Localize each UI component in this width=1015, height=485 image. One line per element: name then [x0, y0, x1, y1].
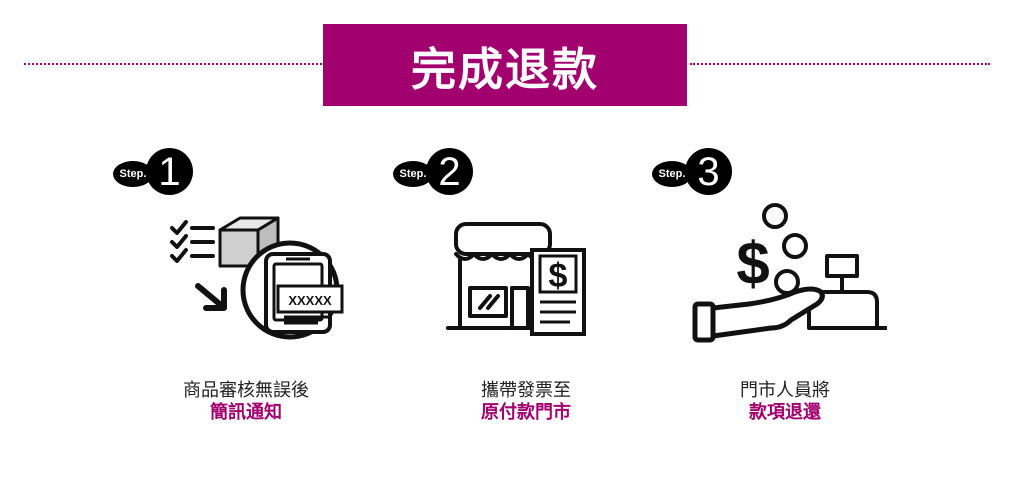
checklist-box-phone-icon: XXXXX	[170, 216, 344, 340]
dollar-sign-text: $	[549, 257, 568, 295]
step-description: 商品審核無誤後	[183, 380, 309, 401]
page-title: 完成退款	[410, 42, 599, 96]
step-description: 門市人員將	[740, 380, 830, 401]
step-2: Step. 2 $ 攜帶發票至	[393, 148, 626, 448]
step-caption: 攜帶發票至 原付款門市	[426, 380, 626, 424]
step-badge: Step. 1	[113, 148, 266, 208]
dollar-sign-text: $	[736, 230, 769, 297]
step-number: 2	[426, 148, 473, 195]
store-invoice-icon: $	[446, 222, 586, 336]
step-description: 攜帶發票至	[481, 380, 571, 401]
step-badge: Step. 3	[652, 148, 805, 208]
step-highlight: 原付款門市	[481, 402, 571, 423]
step-highlight: 簡訊通知	[210, 402, 282, 423]
hand-money-register-icon: $	[692, 203, 887, 343]
step-number: 3	[685, 148, 732, 195]
step-number: 1	[146, 148, 193, 195]
dotted-divider-right	[690, 63, 990, 65]
step-caption: 門市人員將 款項退還	[685, 380, 885, 424]
title-banner: 完成退款	[323, 24, 687, 106]
step-highlight: 款項退還	[749, 402, 821, 423]
masked-code-text: XXXXX	[288, 293, 332, 308]
step-caption: 商品審核無誤後 簡訊通知	[146, 380, 346, 424]
dotted-divider-left	[24, 63, 322, 65]
step-1: Step. 1 XXXXX	[113, 148, 346, 448]
step-badge: Step. 2	[393, 148, 546, 208]
step-3: Step. 3 $ 門市人員將 款項退還	[652, 148, 887, 448]
